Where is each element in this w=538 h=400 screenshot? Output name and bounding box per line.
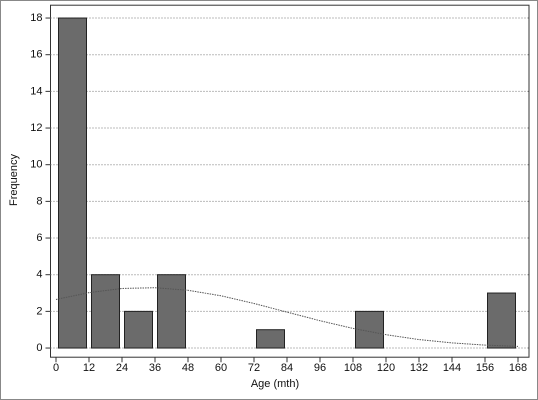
x-tick-label: 84 [281, 362, 293, 374]
bar [91, 274, 120, 349]
x-tick-label: 24 [116, 362, 128, 374]
x-tick-label: 156 [476, 362, 494, 374]
bar [124, 310, 153, 349]
x-tick-label: 120 [377, 362, 395, 374]
bar [58, 17, 87, 349]
x-tick-label: 168 [509, 362, 527, 374]
x-tick-label: 72 [248, 362, 260, 374]
x-axis-label: Age (mth) [251, 378, 299, 390]
y-tick-label: 8 [36, 195, 42, 207]
y-axis-label: Frequency [8, 154, 20, 206]
y-tick-label: 10 [30, 159, 42, 171]
bar [256, 329, 285, 349]
y-tick-label: 14 [30, 85, 42, 97]
bar [487, 292, 516, 349]
x-tick-label: 144 [443, 362, 461, 374]
y-tick-label: 2 [36, 305, 42, 317]
plot-area [50, 4, 530, 358]
x-tick-label: 36 [149, 362, 161, 374]
bar [355, 310, 384, 349]
y-tick-label: 6 [36, 232, 42, 244]
y-tick-label: 0 [36, 342, 42, 354]
x-tick-label: 108 [344, 362, 362, 374]
x-tick-label: 60 [215, 362, 227, 374]
y-tick-label: 18 [30, 12, 42, 24]
y-tick-label: 16 [30, 49, 42, 61]
normal-curve [55, 287, 519, 347]
bar [157, 274, 186, 349]
x-tick-label: 48 [182, 362, 194, 374]
x-tick-label: 12 [83, 362, 95, 374]
x-tick-label: 96 [314, 362, 326, 374]
x-tick-label: 0 [53, 362, 59, 374]
y-tick-label: 12 [30, 122, 42, 134]
x-tick-label: 132 [410, 362, 428, 374]
y-tick-label: 4 [36, 269, 42, 281]
